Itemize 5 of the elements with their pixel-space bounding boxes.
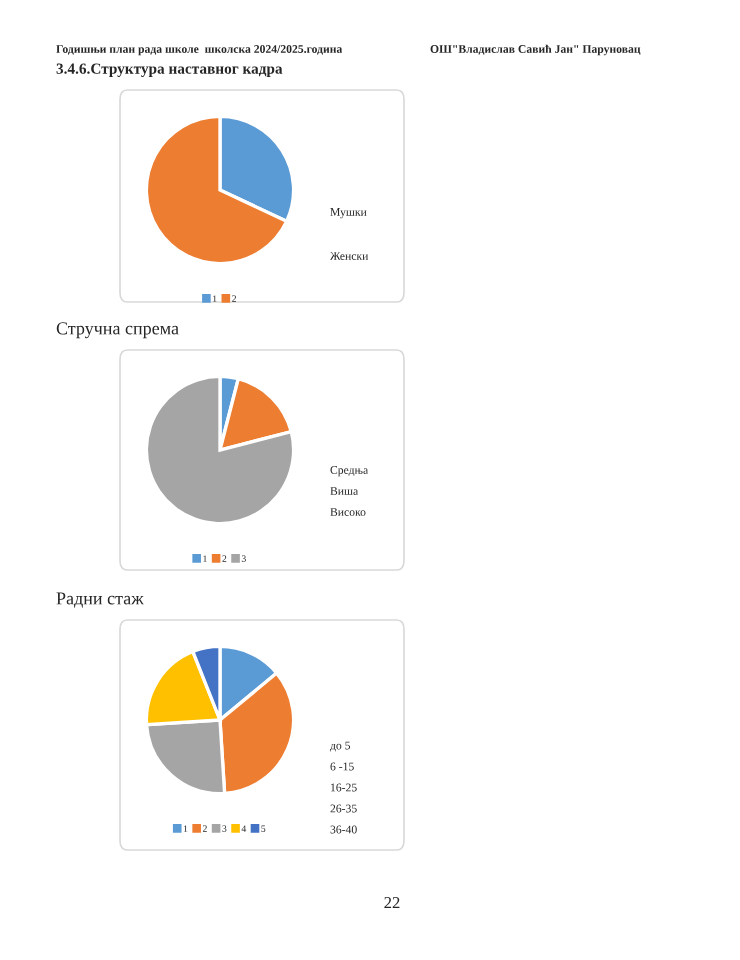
pie-slice: [144, 114, 289, 266]
chart-title: Стручна спрема: [56, 322, 179, 339]
text: 22: [384, 896, 400, 909]
chart-title: Радни стаж: [56, 592, 144, 608]
pie-slice: [144, 374, 296, 526]
